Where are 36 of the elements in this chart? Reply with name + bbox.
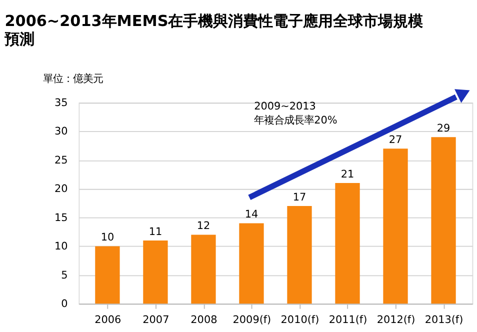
- bar: [431, 137, 456, 304]
- bar: [143, 240, 168, 304]
- y-tick-label: 35: [54, 96, 68, 109]
- x-tick-label: 2008: [190, 314, 218, 326]
- y-tick-label: 5: [61, 269, 68, 282]
- y-tick-label: 15: [54, 212, 68, 224]
- bar: [383, 148, 408, 304]
- annotation: 2009~2013: [254, 100, 316, 112]
- x-tick-label: 2012(f): [376, 314, 416, 326]
- data-label: 29: [436, 122, 450, 134]
- data-label: 21: [340, 168, 354, 180]
- chart-title: 2006~2013年MEMS在手機與消費性電子應用全球市場規模預測: [4, 12, 424, 48]
- y-tick-label: 0: [61, 298, 68, 310]
- data-label: 12: [196, 220, 210, 232]
- x-tick-label: 2009(f): [232, 314, 272, 326]
- bar: [191, 234, 216, 304]
- y-tick-label: 30: [54, 126, 68, 138]
- x-tick-label: 2013(f): [424, 314, 464, 326]
- data-label: 17: [292, 191, 306, 204]
- annotation: 年複合成長率20%: [254, 114, 338, 126]
- data-label: 27: [388, 134, 402, 146]
- data-label: 14: [244, 208, 258, 221]
- y-axis-title: 單位：億美元: [43, 73, 104, 86]
- y-tick-label: 20: [54, 183, 68, 196]
- x-tick-label: 2011(f): [328, 314, 368, 326]
- y-tick-label: 25: [54, 154, 68, 166]
- y-tick-label: 10: [54, 240, 68, 253]
- x-tick-label: 2010(f): [280, 314, 320, 326]
- data-label: 10: [100, 232, 114, 244]
- data-label: 11: [148, 226, 162, 238]
- bar: [95, 246, 120, 304]
- bar: [335, 183, 360, 304]
- x-tick-label: 2006: [94, 314, 122, 326]
- x-tick-label: 2007: [142, 314, 170, 326]
- bar: [239, 223, 264, 304]
- bar: [287, 206, 312, 304]
